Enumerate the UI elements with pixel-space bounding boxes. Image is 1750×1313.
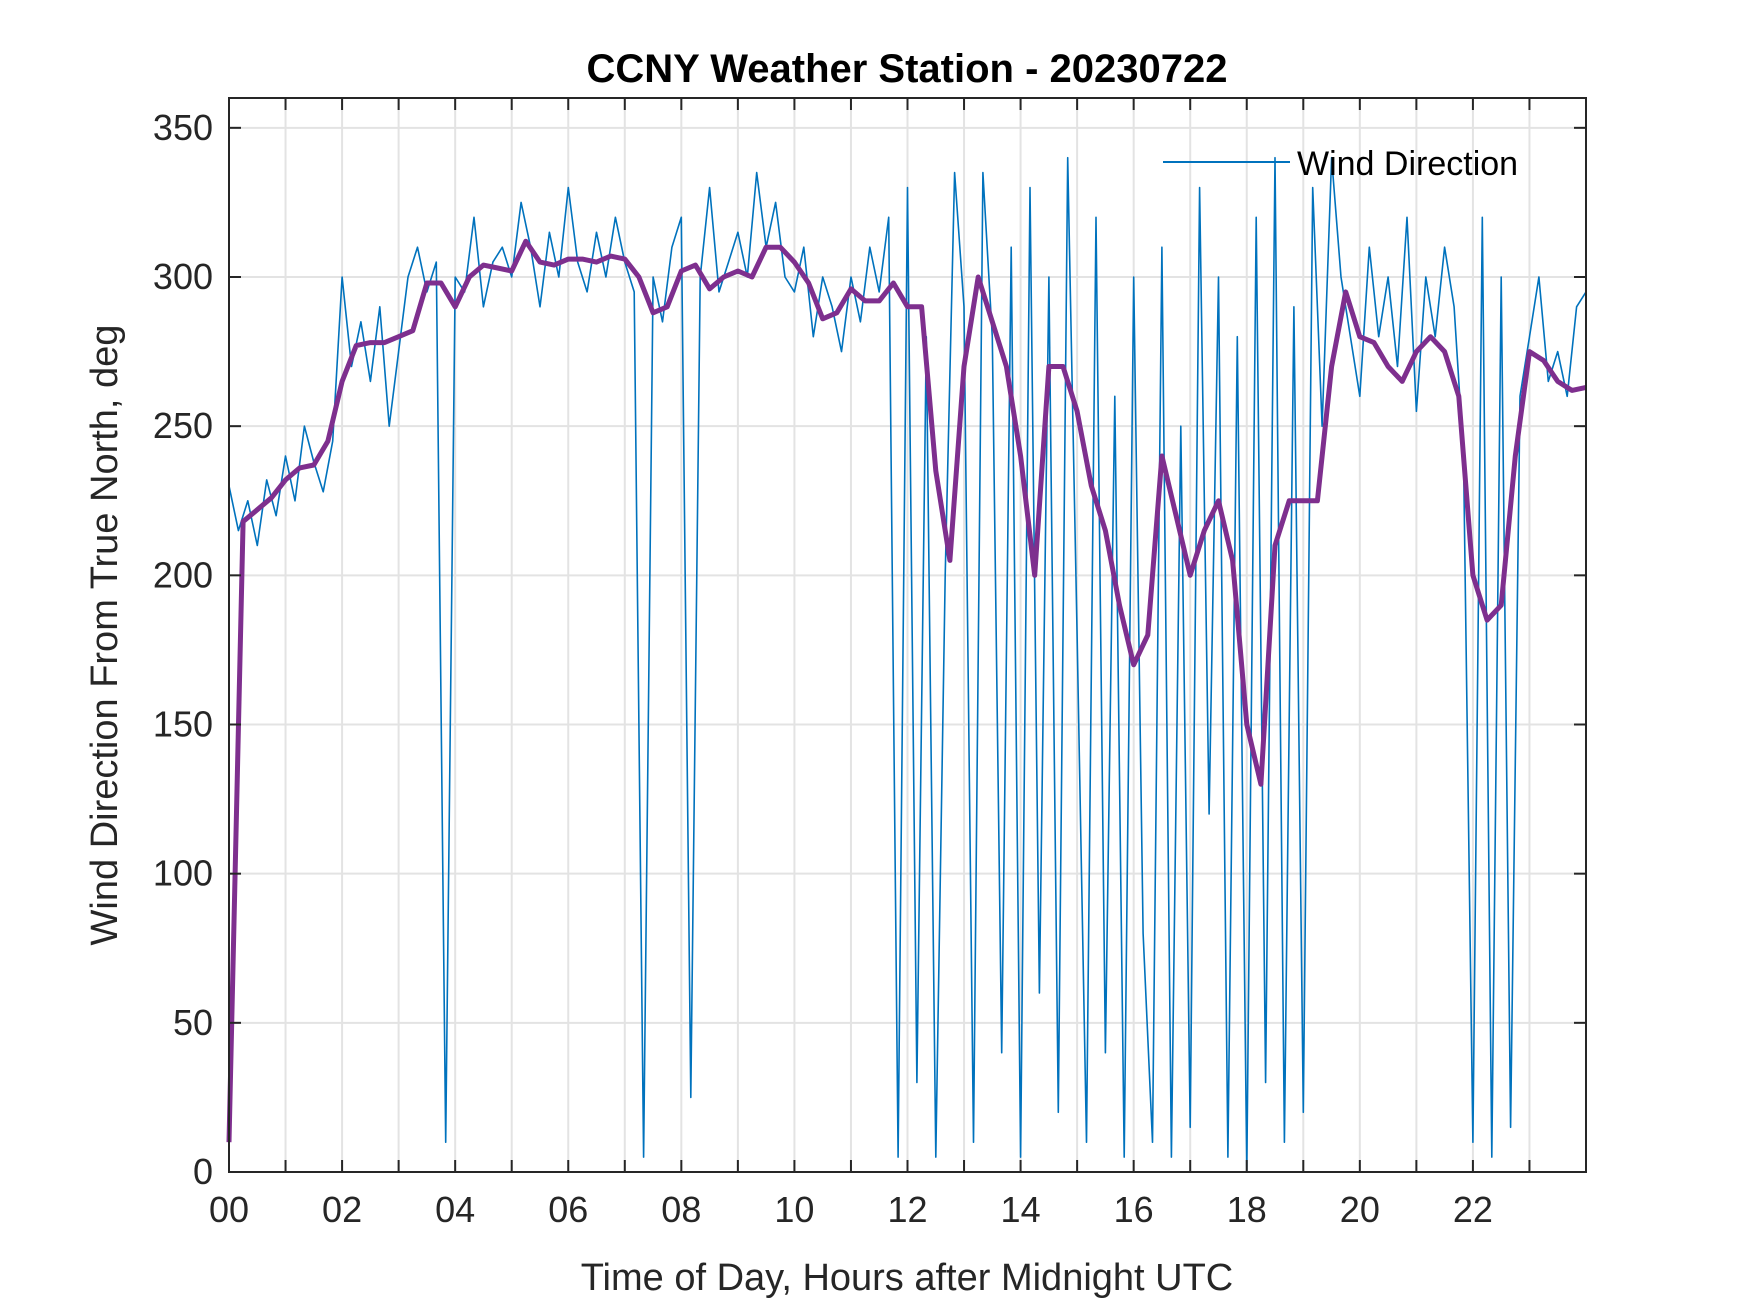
series-line-wind-direction <box>228 156 1587 1173</box>
x-tick-label: 16 <box>1114 1189 1154 1230</box>
x-tick-label: 20 <box>1340 1189 1380 1230</box>
x-tick-label: 14 <box>1001 1189 1041 1230</box>
axes: 0 50 100 150 200 250 300 350 00 02 04 06 08 10 12 14 16 1… <box>153 97 1587 1230</box>
x-axis-label: Time of Day, Hours after Midnight UTC <box>581 1257 1234 1299</box>
y-tick-label: 150 <box>153 704 213 745</box>
axes-box <box>228 97 1587 1173</box>
y-tick-label: 300 <box>153 256 213 297</box>
x-tick-label: 10 <box>774 1189 814 1230</box>
y-tick-label: 250 <box>153 405 213 446</box>
chart-title: CCNY Weather Station - 20230722 <box>587 47 1228 91</box>
y-tick-label: 200 <box>153 554 213 595</box>
x-tick-label: 12 <box>887 1189 927 1230</box>
x-tick-label: 18 <box>1227 1189 1267 1230</box>
y-tick-label: 0 <box>193 1151 213 1192</box>
series-line-smoothed-wind-direction <box>226 238 1587 1143</box>
x-tick-label: 08 <box>661 1189 701 1230</box>
x-tick-label: 06 <box>548 1189 588 1230</box>
x-tick-label: 04 <box>435 1189 475 1230</box>
legend[interactable]: Wind Direction <box>1163 145 1518 183</box>
y-tick-label: 50 <box>173 1002 213 1043</box>
x-tick-label: 02 <box>322 1189 362 1230</box>
legend-label-wind-direction: Wind Direction <box>1297 145 1518 183</box>
y-axis-label: Wind Direction From True North, deg <box>84 325 126 946</box>
x-tick-label: 22 <box>1453 1189 1493 1230</box>
series-lines <box>226 156 1587 1173</box>
y-tick-label: 100 <box>153 853 213 894</box>
x-tick-label: 00 <box>209 1189 249 1230</box>
y-tick-label: 350 <box>153 107 213 148</box>
